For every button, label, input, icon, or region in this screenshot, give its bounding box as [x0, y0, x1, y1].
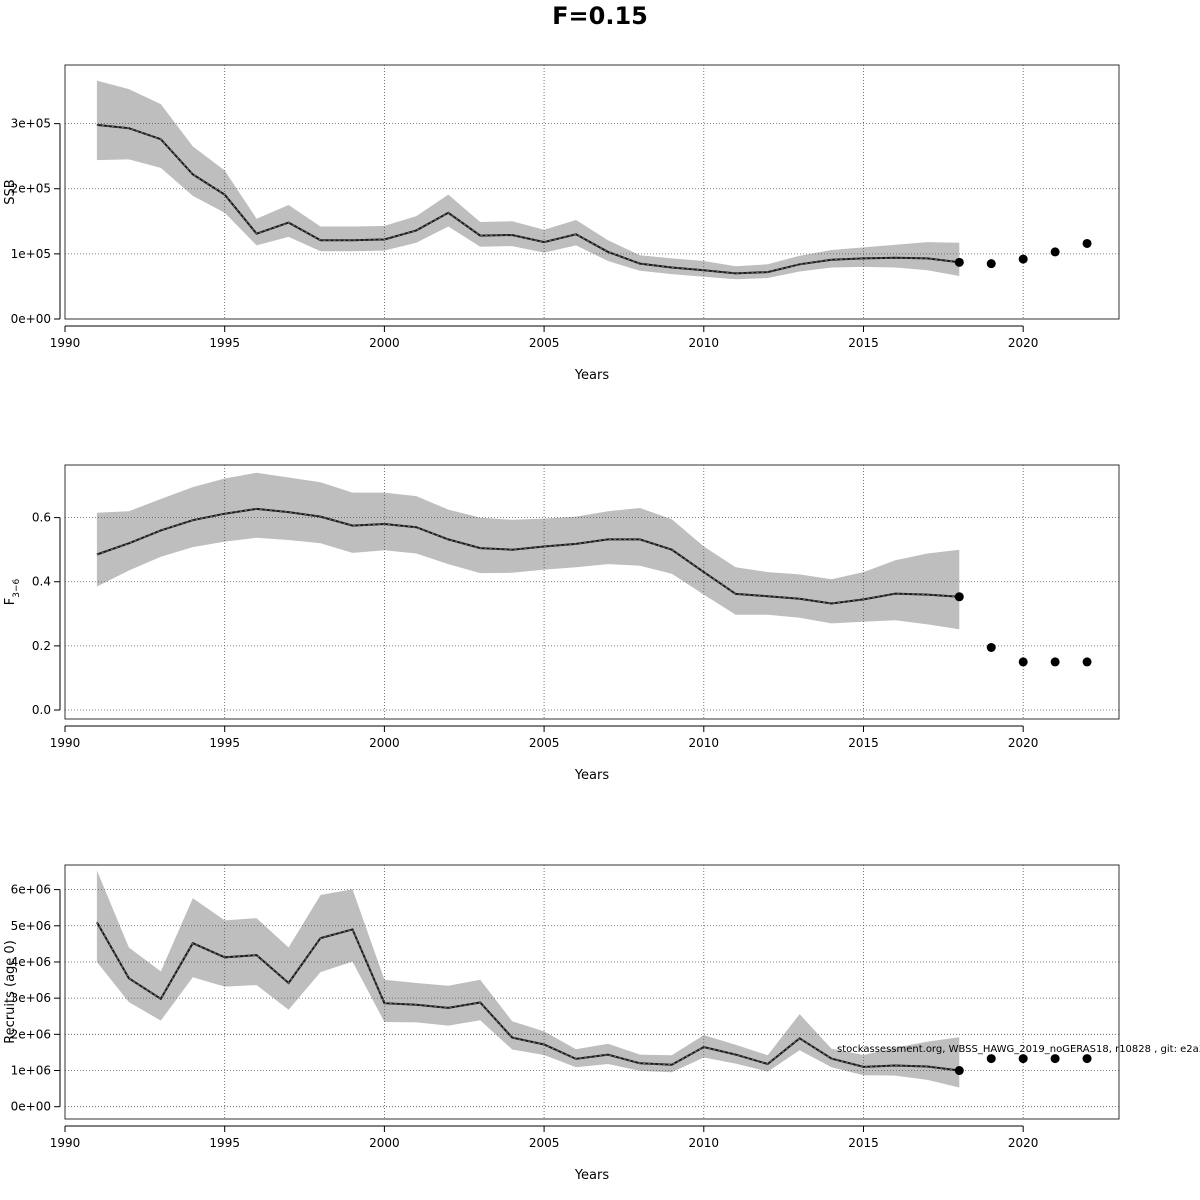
forecast-point: [954, 1066, 964, 1076]
recruits-panel: 1990 1995 2000 2005 2010 2015 2020 Years 0e+00 1e…: [3, 864, 1200, 1183]
y-tick-label: 2e+05: [11, 182, 51, 196]
forecast-point: [1082, 238, 1092, 248]
y-tick-label: 4e+06: [11, 955, 51, 969]
x-tick-label: 2000: [369, 1136, 400, 1150]
x-tick-label: 1995: [209, 736, 240, 750]
forecast-point: [1050, 1054, 1060, 1064]
x-tick-label: 2020: [1008, 336, 1039, 350]
x-tick-label: 2015: [848, 1136, 879, 1150]
plot-frame: [64, 64, 1120, 320]
forecast-point: [986, 259, 996, 269]
y-tick-label: 0e+00: [11, 1100, 51, 1114]
forecast-point: [1050, 247, 1060, 257]
y-axis-label: Recruits (age 0): [3, 940, 18, 1044]
y-tick-label: 2e+06: [11, 1027, 51, 1041]
confidence-band: [96, 80, 960, 280]
y-axis-label: F3−6: [3, 578, 22, 605]
x-axis-label: Years: [574, 368, 610, 383]
estimate-line-dotted: [96, 124, 960, 274]
forecast-point: [954, 592, 964, 602]
y-tick-label: 3e+05: [11, 117, 51, 131]
x-tick-label: 1990: [50, 336, 81, 350]
x-tick-label: 1995: [209, 1136, 240, 1150]
x-axis-label: Years: [574, 1168, 610, 1183]
y-tick-label: 0.4: [32, 575, 51, 589]
forecast-point: [986, 1054, 996, 1064]
y-tick-label: 5e+06: [11, 919, 51, 933]
y-tick-label: 1e+06: [11, 1064, 51, 1078]
forecast-point: [1018, 657, 1028, 667]
estimate-line-dotted: [96, 508, 960, 605]
y-tick-label: 0.6: [32, 511, 51, 525]
stamp-annotation: stockassessment.org, WBSS_HAWG_2019_noGE…: [837, 1044, 1200, 1055]
x-tick-label: 1990: [50, 1136, 81, 1150]
y-tick-label: 3e+06: [11, 991, 51, 1005]
x-tick-label: 2010: [689, 336, 720, 350]
forecast-point: [986, 642, 996, 652]
y-tick-label: 0.0: [32, 703, 51, 717]
x-axis-label: Years: [574, 768, 610, 783]
x-tick-label: 2005: [529, 1136, 560, 1150]
confidence-band: [96, 472, 960, 630]
x-tick-label: 2000: [369, 736, 400, 750]
ssb-panel: 1990 1995 2000 2005 2010 2015 2020 Years 0e+00 1e…: [3, 64, 1120, 383]
forecast-point: [1018, 254, 1028, 264]
x-tick-label: 1990: [50, 736, 81, 750]
y-axis-label: SSB: [3, 179, 18, 204]
figure-title: F=0.15: [552, 2, 648, 30]
forecast-point: [1082, 1054, 1092, 1064]
x-tick-label: 2020: [1008, 1136, 1039, 1150]
x-tick-label: 2005: [529, 736, 560, 750]
x-tick-label: 1995: [209, 336, 240, 350]
forecast-point: [1082, 657, 1092, 667]
estimate-line-dotted: [96, 921, 960, 1071]
y-tick-label: 0e+00: [11, 312, 51, 326]
x-tick-label: 2015: [848, 336, 879, 350]
y-tick-label: 6e+06: [11, 883, 51, 897]
x-tick-label: 2010: [689, 736, 720, 750]
x-tick-label: 2020: [1008, 736, 1039, 750]
plot-frame: [64, 464, 1120, 720]
fishing-mortality-panel: 1990 1995 2000 2005 2010 2015 2020 Years 0.0 0.2 0…: [3, 464, 1120, 783]
x-tick-label: 2010: [689, 1136, 720, 1150]
forecast-point: [1050, 657, 1060, 667]
x-tick-label: 2015: [848, 736, 879, 750]
forecast-point: [1018, 1054, 1028, 1064]
y-tick-label: 0.2: [32, 639, 51, 653]
confidence-band: [96, 870, 960, 1088]
forecast-point: [954, 257, 964, 267]
y-tick-label: 1e+05: [11, 247, 51, 261]
y-axis-label-subscript: 3−6: [12, 578, 22, 597]
plot-frame: [64, 864, 1120, 1120]
x-tick-label: 2005: [529, 336, 560, 350]
x-tick-label: 2000: [369, 336, 400, 350]
